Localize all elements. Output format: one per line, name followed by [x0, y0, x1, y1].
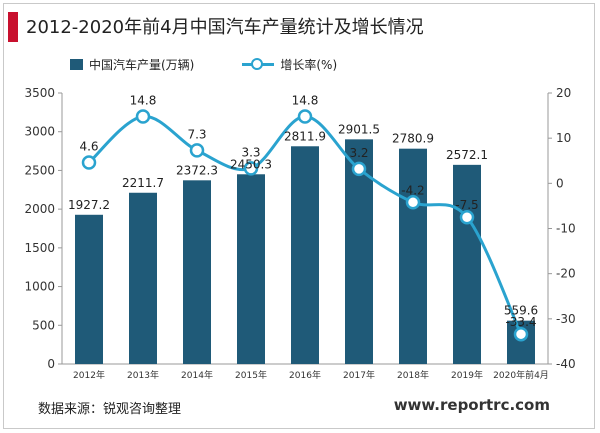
growth-data-label: 14.8: [130, 93, 157, 107]
bar-data-label: 2901.5: [338, 122, 380, 136]
bar-data-label: 2811.9: [284, 129, 326, 143]
bar: [291, 146, 319, 364]
growth-data-label: -7.5: [455, 198, 478, 212]
bar: [453, 164, 481, 364]
bar-data-label: 559.6: [504, 304, 538, 318]
legend: 中国汽车产量(万辆) 增长率(%): [70, 54, 337, 74]
legend-bar-swatch: [70, 58, 83, 70]
x-tick-label: 2012年: [73, 369, 105, 381]
x-tick-label: 2014年: [181, 369, 213, 381]
bar: [183, 180, 211, 364]
growth-point: [189, 143, 205, 158]
y-right-tick-label: -40: [556, 357, 576, 371]
y-right-tick-label: -20: [556, 267, 576, 281]
x-tick-label: 2013年: [127, 369, 159, 381]
bar-data-label: 1927.2: [68, 198, 110, 212]
growth-point: [81, 155, 97, 170]
x-tick-label: 2016年: [289, 369, 321, 381]
growth-point: [459, 209, 475, 225]
chart-frame: [3, 3, 595, 429]
bar-data-label: 2211.7: [122, 176, 164, 190]
growth-point: [513, 326, 529, 342]
website-url: www.reportrc.com: [393, 396, 550, 414]
x-tick-label: 2017年: [343, 369, 375, 381]
y-left-tick-label: 1500: [24, 241, 55, 255]
y-left-tick-label: 3000: [24, 125, 55, 139]
growth-data-label: -33.4: [505, 315, 536, 329]
legend-line-swatch: [242, 58, 275, 70]
y-left-tick-label: 500: [32, 318, 55, 332]
y-right-tick-label: 10: [556, 131, 571, 145]
y-left-tick-label: 2000: [24, 202, 55, 216]
bar-data-label: 2780.9: [392, 132, 434, 146]
bar-data-label: 2450.3: [230, 157, 272, 171]
growth-point: [135, 109, 151, 124]
bar-data-label: 2572.1: [446, 148, 488, 162]
bar-data-label: 2372.3: [176, 163, 218, 177]
y-right-tick-label: -30: [556, 312, 576, 326]
bar: [129, 192, 157, 364]
growth-point: [297, 109, 313, 124]
growth-point: [243, 161, 259, 176]
bar: [237, 174, 265, 364]
growth-data-label: 14.8: [292, 93, 319, 107]
y-right-tick-label: 20: [556, 86, 571, 100]
legend-line-label: 增长率(%): [280, 57, 338, 72]
bar: [399, 148, 427, 364]
x-tick-label: 2019年: [451, 369, 483, 381]
x-tick-label: 2015年: [235, 369, 267, 381]
y-left-tick-label: 1000: [24, 280, 55, 294]
y-left-tick-label: 0: [47, 357, 55, 371]
title-accent-bar: [8, 12, 18, 42]
y-right-tick-label: -10: [556, 222, 576, 236]
x-tick-label: 2020年前4月: [493, 369, 549, 381]
source-note: 数据来源：锐观咨询整理: [38, 402, 182, 417]
growth-data-label: -4.2: [401, 183, 424, 197]
growth-point: [405, 195, 421, 210]
growth-data-label: 3.2: [349, 146, 368, 160]
y-left-tick-label: 2500: [24, 163, 55, 177]
growth-data-label: 3.3: [241, 145, 260, 159]
growth-data-label: 4.6: [79, 140, 98, 154]
growth-data-label: 7.3: [187, 127, 206, 141]
chart-title: 2012-2020年前4月中国汽车产量统计及增长情况: [26, 17, 424, 38]
growth-point: [351, 161, 367, 177]
bar: [75, 214, 103, 364]
legend-bar-label: 中国汽车产量(万辆): [89, 57, 195, 72]
x-tick-label: 2018年: [397, 369, 429, 381]
y-right-tick-label: 0: [556, 176, 564, 190]
y-left-tick-label: 3500: [24, 86, 55, 100]
